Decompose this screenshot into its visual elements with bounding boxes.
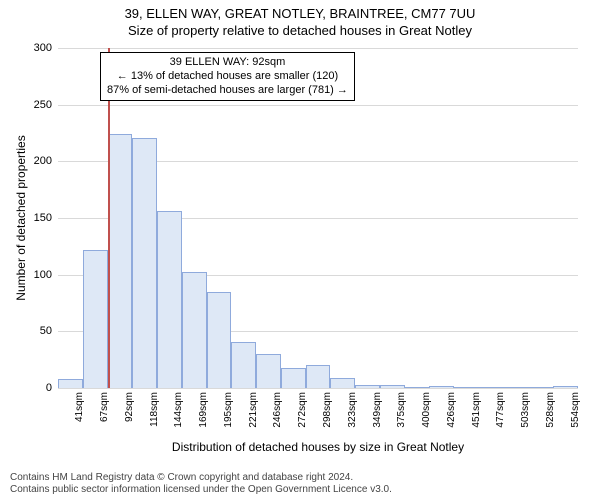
histogram-bar [108, 134, 133, 388]
x-axis-label: Distribution of detached houses by size … [58, 440, 578, 454]
xtick-label: 92sqm [124, 392, 135, 442]
xtick-label: 375sqm [396, 392, 407, 442]
xtick-label: 528sqm [545, 392, 556, 442]
xtick-label: 272sqm [297, 392, 308, 442]
histogram-bar [355, 385, 380, 388]
xtick-label: 554sqm [570, 392, 581, 442]
xtick-label: 323sqm [347, 392, 358, 442]
histogram-bar [281, 368, 306, 388]
gridline [58, 105, 578, 106]
footer-attribution: Contains HM Land Registry data © Crown c… [10, 472, 392, 496]
histogram-bar [157, 211, 182, 388]
footer-line-1: Contains HM Land Registry data © Crown c… [10, 472, 392, 484]
ytick-label: 200 [12, 155, 52, 167]
xtick-label: 67sqm [99, 392, 110, 442]
chart-title-address: 39, ELLEN WAY, GREAT NOTLEY, BRAINTREE, … [0, 0, 600, 21]
gridline [58, 388, 578, 389]
annotation-box: 39 ELLEN WAY: 92sqm ← 13% of detached ho… [100, 52, 355, 101]
ytick-label: 0 [12, 382, 52, 394]
histogram-bar [306, 365, 331, 388]
xtick-label: 298sqm [322, 392, 333, 442]
annotation-line-3: 87% of semi-detached houses are larger (… [107, 84, 348, 98]
xtick-label: 118sqm [149, 392, 160, 442]
xtick-label: 246sqm [272, 392, 283, 442]
histogram-bar [256, 354, 281, 388]
xtick-label: 426sqm [446, 392, 457, 442]
histogram-bar [330, 378, 355, 388]
histogram-bar [132, 138, 157, 388]
annotation-line-1: 39 ELLEN WAY: 92sqm [107, 56, 348, 70]
ytick-label: 50 [12, 325, 52, 337]
histogram-bar [83, 250, 108, 388]
ytick-label: 250 [12, 99, 52, 111]
xtick-label: 144sqm [173, 392, 184, 442]
xtick-label: 477sqm [495, 392, 506, 442]
histogram-bar [553, 386, 578, 388]
xtick-label: 41sqm [74, 392, 85, 442]
xtick-label: 349sqm [372, 392, 383, 442]
footer-line-2: Contains public sector information licen… [10, 484, 392, 496]
histogram-bar [504, 387, 529, 388]
plot-area: 05010015020025030041sqm67sqm92sqm118sqm1… [58, 48, 578, 388]
ytick-label: 300 [12, 42, 52, 54]
ytick-label: 150 [12, 212, 52, 224]
histogram-bar [231, 342, 256, 388]
histogram-bar [528, 387, 553, 388]
chart-title-subtitle: Size of property relative to detached ho… [0, 21, 600, 38]
xtick-label: 400sqm [421, 392, 432, 442]
histogram-bar [479, 387, 504, 388]
histogram-bar [429, 386, 454, 388]
histogram-bar [380, 385, 405, 388]
ytick-label: 100 [12, 269, 52, 281]
histogram-bar [405, 387, 430, 388]
gridline [58, 48, 578, 49]
chart-container: 39, ELLEN WAY, GREAT NOTLEY, BRAINTREE, … [0, 0, 600, 500]
annotation-line-2: ← 13% of detached houses are smaller (12… [107, 70, 348, 84]
xtick-label: 169sqm [198, 392, 209, 442]
histogram-bar [58, 379, 83, 388]
xtick-label: 451sqm [471, 392, 482, 442]
histogram-bar [182, 272, 207, 388]
histogram-bar [207, 292, 232, 388]
xtick-label: 503sqm [520, 392, 531, 442]
xtick-label: 195sqm [223, 392, 234, 442]
xtick-label: 221sqm [248, 392, 259, 442]
histogram-bar [454, 387, 479, 388]
